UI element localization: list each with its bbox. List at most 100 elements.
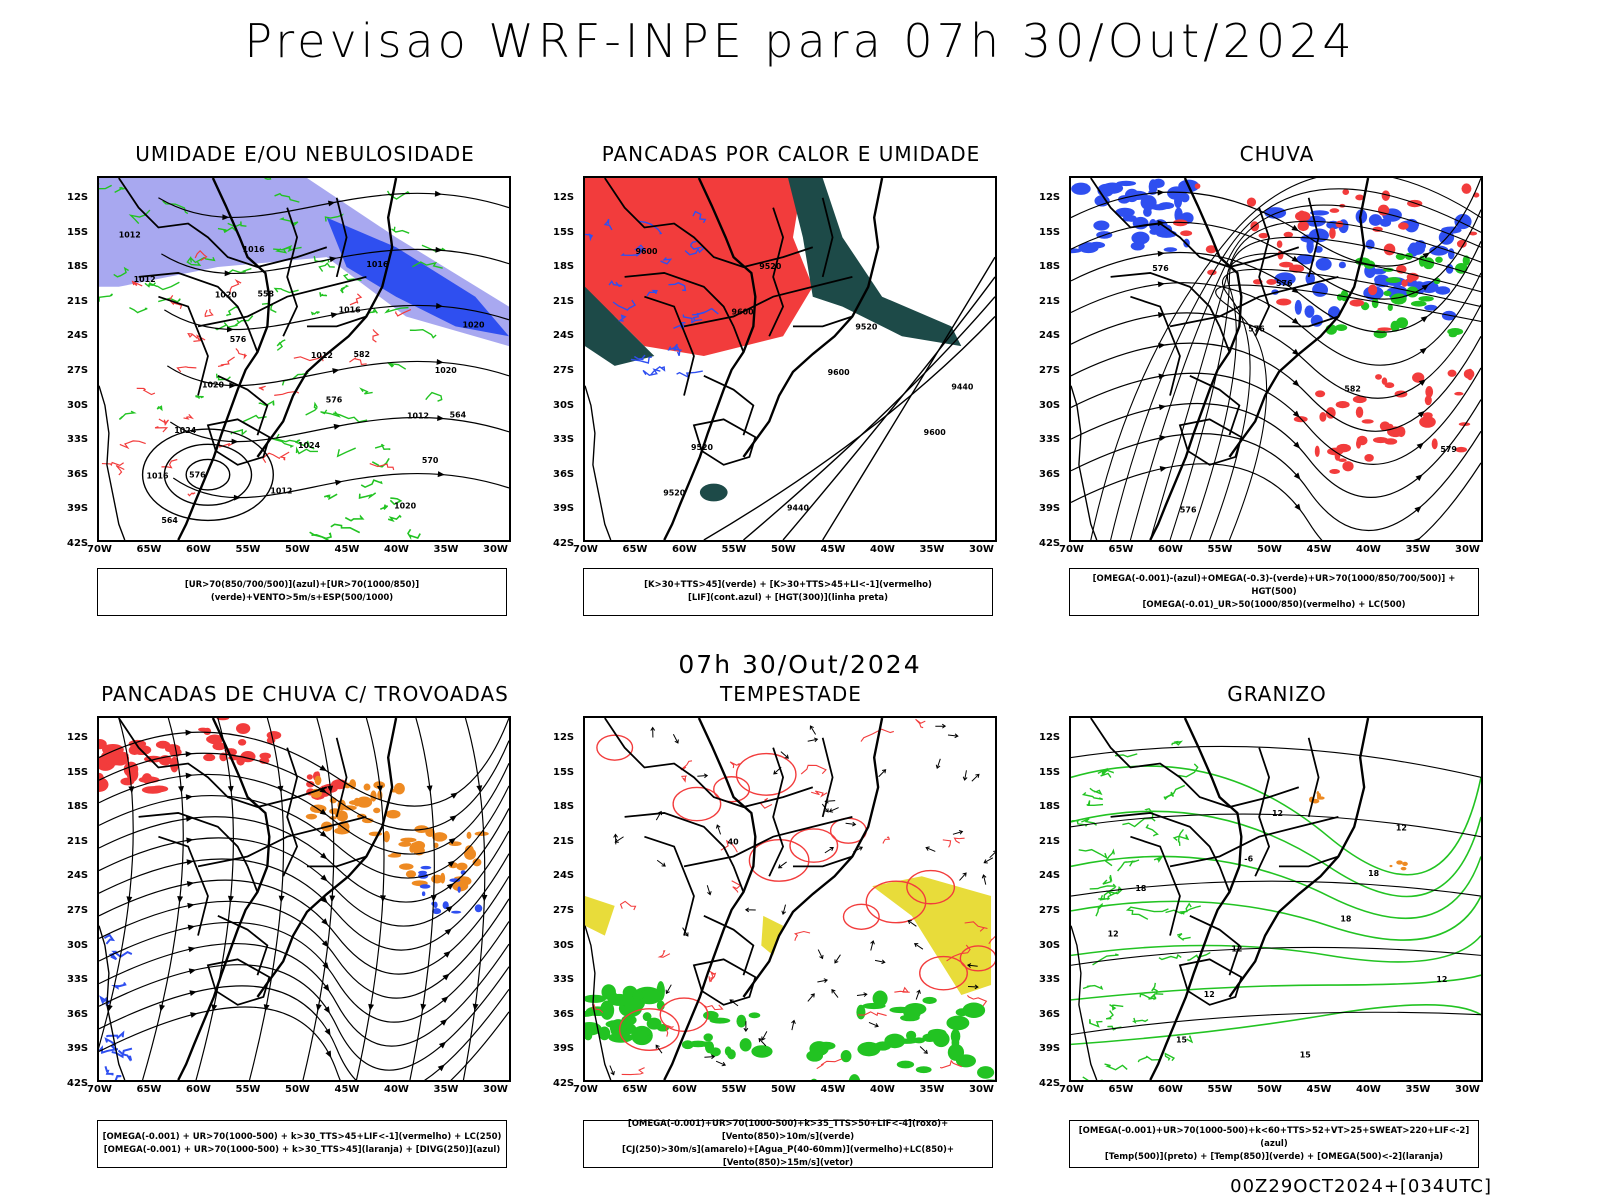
lat-tick-label: 27S <box>67 905 89 916</box>
lat-tick-label: 18S <box>67 261 89 273</box>
legend-line: [LIF](cont.azul) + [HGT(300)](linha pret… <box>687 593 889 603</box>
legend-line: [OMEGA(-0.001) + UR>70(1000-500) + k>30_… <box>103 1145 501 1155</box>
lon-tick-label: 45W <box>820 1084 846 1095</box>
lat-tick-label: 12S <box>67 192 89 203</box>
lon-tick-label: 45W <box>1306 544 1332 555</box>
contour-label: 1024 <box>174 426 197 435</box>
lon-tick-label: 35W <box>919 544 945 555</box>
contour-label: 9440 <box>951 383 974 392</box>
lat-tick-label: 15S <box>553 766 575 778</box>
contour-label: -6 <box>1244 854 1253 863</box>
legend-line: [OMEGA(-0.001)+UR>70(1000-500)+k<60+TTS>… <box>1078 1125 1470 1149</box>
lon-tick-label: 40W <box>870 544 895 555</box>
lat-tick-label: 24S <box>1039 330 1061 342</box>
lon-tick-label: 40W <box>1356 544 1381 555</box>
lat-tick-label: 36S <box>1039 1008 1061 1020</box>
lon-tick-label: 55W <box>721 544 747 555</box>
lat-tick-label: 42S <box>553 1078 575 1089</box>
contour-label: 12 <box>1436 975 1447 984</box>
lon-tick-label: 60W <box>186 1084 211 1095</box>
contour-label: 12 <box>1272 809 1283 818</box>
lat-tick-label: 39S <box>67 503 89 515</box>
lon-tick-label: 35W <box>919 1084 945 1095</box>
map-canvas: 576 576 582 579 576 576 <box>1071 178 1481 540</box>
contour-label: 1020 <box>462 320 485 329</box>
lon-tick-label: 30W <box>483 544 508 555</box>
lat-tick-label: 21S <box>553 835 575 847</box>
contour-label: 576 <box>189 471 206 480</box>
lon-tick-label: 45W <box>820 544 846 555</box>
contour-label: 9600 <box>828 368 851 377</box>
lat-tick-label: 15S <box>1039 766 1061 778</box>
contour-label: 9520 <box>691 443 714 452</box>
contour-label: 18 <box>1135 884 1147 893</box>
contour-label: 576 <box>1276 279 1293 288</box>
lat-tick-label: 18S <box>553 801 575 813</box>
contour-label: 1016 <box>147 472 170 481</box>
lat-tick-label: 39S <box>67 1043 89 1055</box>
lon-tick-label: 65W <box>1108 544 1134 555</box>
lat-tick-label: 36S <box>553 1008 575 1020</box>
lon-tick-label: 55W <box>721 1084 747 1095</box>
contour-label: 558 <box>257 290 274 299</box>
lat-tick-label: 33S <box>1039 434 1061 446</box>
lon-tick-label: 55W <box>235 1084 261 1095</box>
run-footer: 00Z29OCT2024+[034UTC] <box>1230 1176 1492 1197</box>
contour-label: 576 <box>1248 324 1265 333</box>
lat-tick-label: 33S <box>553 434 575 446</box>
lat-tick-label: 27S <box>1039 905 1061 916</box>
contour-label: 1016 <box>366 260 389 269</box>
lon-tick-label: 65W <box>1108 1084 1134 1095</box>
contour-label: 1016 <box>243 245 266 254</box>
contour-label: 1012 <box>270 487 292 496</box>
contour-label: 1024 <box>298 441 321 450</box>
map-canvas: -6 18 12 15 12 18 12 12 15 12 18 12 <box>1071 718 1481 1080</box>
lon-tick-label: 50W <box>285 544 310 555</box>
lat-tick-label: 39S <box>1039 503 1061 515</box>
contour-label: 12 <box>1231 944 1242 953</box>
contour-label: 18 <box>1368 869 1380 878</box>
lat-tick-label: 33S <box>553 974 575 986</box>
lat-tick-label: 21S <box>1039 295 1061 307</box>
lat-tick-label: 36S <box>1039 468 1061 480</box>
lon-tick-label: 30W <box>483 1084 508 1095</box>
lat-tick-label: 27S <box>553 905 575 916</box>
lat-tick-label: 42S <box>1039 538 1061 549</box>
panel-title: CHUVA <box>1239 142 1315 166</box>
lat-tick-label: 42S <box>67 538 89 549</box>
lat-tick-label: 36S <box>67 468 89 480</box>
lon-tick-label: 60W <box>1158 544 1183 555</box>
lon-tick-label: 65W <box>136 544 162 555</box>
legend-line: [OMEGA(-0.001)+UR>70(1000-500)+k>35_TTS>… <box>627 1119 949 1142</box>
lat-tick-label: 21S <box>67 295 89 307</box>
lat-tick-label: 30S <box>67 399 89 411</box>
contour-label: 9600 <box>636 247 659 256</box>
lon-tick-label: 30W <box>1455 544 1480 555</box>
lon-tick-label: 30W <box>1455 1084 1480 1095</box>
contour-label: 576 <box>326 396 343 405</box>
forecast-map: 1012 1020 1012 1012 1016 1016 1016 1020 1024 1012… <box>97 176 511 542</box>
contour-label: 9520 <box>759 262 782 271</box>
panel-legend: [OMEGA(-0.001)+UR>70(1000-500)+k<60+TTS>… <box>1069 1120 1479 1168</box>
forecast-map: 40 <box>583 716 997 1082</box>
contour-label: 582 <box>1344 385 1361 394</box>
lat-tick-label: 12S <box>553 732 575 743</box>
lon-tick-label: 35W <box>433 544 459 555</box>
contour-label: 576 <box>1180 505 1197 514</box>
lon-tick-label: 65W <box>622 1084 648 1095</box>
contour-label: 1020 <box>394 501 417 510</box>
lon-tick-label: 45W <box>334 1084 360 1095</box>
lat-tick-label: 27S <box>67 365 89 376</box>
lat-tick-label: 42S <box>553 538 575 549</box>
lat-tick-label: 33S <box>1039 974 1061 986</box>
legend-line: [OMEGA(-0.01)_UR>50(1000/850)(vermelho) … <box>1142 599 1406 610</box>
lon-tick-label: 65W <box>622 544 648 555</box>
lon-tick-label: 70W <box>573 1084 598 1095</box>
contour-label: 1020 <box>202 381 225 390</box>
lat-tick-label: 24S <box>553 870 575 882</box>
lat-tick-label: 30S <box>553 939 575 951</box>
lat-tick-label: 30S <box>553 399 575 411</box>
lat-tick-label: 27S <box>553 365 575 376</box>
lat-tick-label: 24S <box>67 870 89 882</box>
lon-tick-label: 70W <box>87 544 112 555</box>
